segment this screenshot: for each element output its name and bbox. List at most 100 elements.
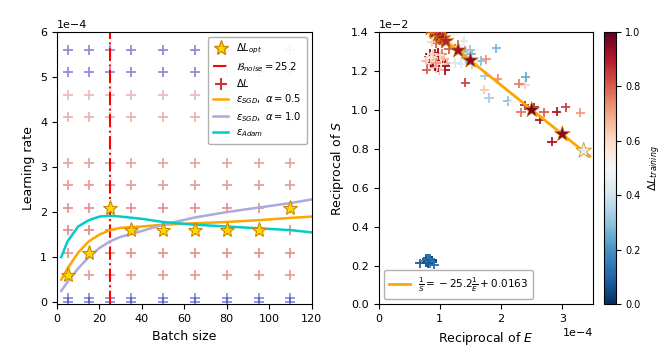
- Point: [427, 61, 438, 67]
- Point: [432, 59, 443, 64]
- Point: [425, 256, 436, 262]
- Point: [428, 60, 439, 65]
- Point: [461, 56, 472, 61]
- Point: [449, 32, 460, 38]
- Point: [436, 32, 447, 38]
- Point: [464, 47, 475, 52]
- Point: [421, 260, 432, 266]
- Point: [422, 256, 433, 262]
- Point: [557, 131, 567, 137]
- Point: [514, 81, 525, 87]
- Point: [429, 59, 440, 65]
- Point: [434, 68, 445, 73]
- Point: [456, 61, 467, 67]
- Point: [430, 52, 441, 58]
- Point: [429, 29, 440, 35]
- Point: [453, 42, 464, 48]
- Point: [423, 258, 433, 263]
- Point: [458, 38, 469, 44]
- Point: [427, 257, 438, 263]
- Point: [446, 41, 457, 47]
- Point: [427, 259, 438, 264]
- Point: [432, 64, 443, 70]
- Point: [434, 52, 445, 58]
- Point: [560, 104, 571, 110]
- Point: [480, 56, 491, 62]
- Point: [444, 46, 454, 52]
- Point: [422, 257, 433, 263]
- Point: [433, 57, 444, 63]
- Point: [436, 57, 447, 63]
- Point: [431, 47, 442, 53]
- Legend: $\Delta L_{opt}$, $\mathcal{B}_{noise} = 25.2$, $\Delta L$, $\varepsilon_{SGD},\: $\Delta L_{opt}$, $\mathcal{B}_{noise} =…: [208, 37, 307, 144]
- Point: [465, 58, 476, 63]
- Point: [438, 35, 448, 41]
- Point: [467, 62, 478, 67]
- Point: [492, 76, 503, 82]
- Point: [450, 60, 460, 66]
- Point: [519, 103, 530, 108]
- Point: [423, 256, 434, 262]
- Point: [539, 109, 549, 115]
- Point: [578, 148, 589, 154]
- Point: [431, 40, 442, 46]
- Point: [424, 60, 435, 66]
- Point: [425, 259, 436, 265]
- Point: [440, 67, 450, 73]
- Point: [434, 33, 445, 39]
- Point: [529, 105, 539, 110]
- Point: [429, 56, 440, 62]
- Point: [436, 41, 447, 46]
- Point: [535, 117, 545, 122]
- Point: [491, 46, 502, 51]
- Point: [455, 42, 466, 47]
- Point: [440, 63, 450, 68]
- Point: [465, 51, 476, 57]
- Point: [430, 59, 441, 64]
- Point: [458, 50, 469, 55]
- Point: [434, 59, 445, 65]
- Point: [575, 110, 586, 116]
- Point: [547, 139, 557, 144]
- Point: [423, 55, 433, 61]
- Point: [436, 61, 446, 67]
- Point: [423, 259, 434, 265]
- X-axis label: Reciprocal of $E$: Reciprocal of $E$: [438, 330, 533, 347]
- Point: [425, 260, 436, 266]
- Point: [423, 58, 433, 63]
- Point: [479, 73, 490, 79]
- Point: [425, 261, 436, 266]
- Point: [434, 59, 445, 64]
- Point: [427, 51, 438, 56]
- Point: [520, 82, 531, 88]
- X-axis label: Batch size: Batch size: [152, 330, 216, 343]
- Point: [422, 256, 433, 262]
- Point: [431, 60, 442, 65]
- Point: [438, 28, 449, 34]
- Point: [551, 109, 562, 115]
- Point: [428, 28, 439, 34]
- Point: [433, 32, 444, 38]
- Point: [442, 60, 452, 65]
- Point: [527, 107, 537, 113]
- Point: [516, 110, 527, 115]
- Y-axis label: $\Delta L_{training}$: $\Delta L_{training}$: [647, 145, 663, 191]
- Point: [423, 261, 433, 266]
- Point: [463, 57, 474, 63]
- Point: [440, 63, 451, 68]
- Point: [425, 25, 436, 31]
- Point: [527, 106, 538, 112]
- Point: [460, 80, 471, 86]
- Point: [423, 259, 433, 265]
- Point: [484, 95, 494, 101]
- Point: [460, 47, 470, 53]
- Point: [427, 59, 438, 65]
- Point: [429, 59, 440, 65]
- Point: [422, 256, 433, 261]
- Point: [442, 30, 453, 36]
- Point: [426, 39, 437, 45]
- Point: [476, 58, 487, 64]
- Point: [429, 262, 440, 267]
- Point: [431, 57, 442, 63]
- Point: [424, 257, 435, 263]
